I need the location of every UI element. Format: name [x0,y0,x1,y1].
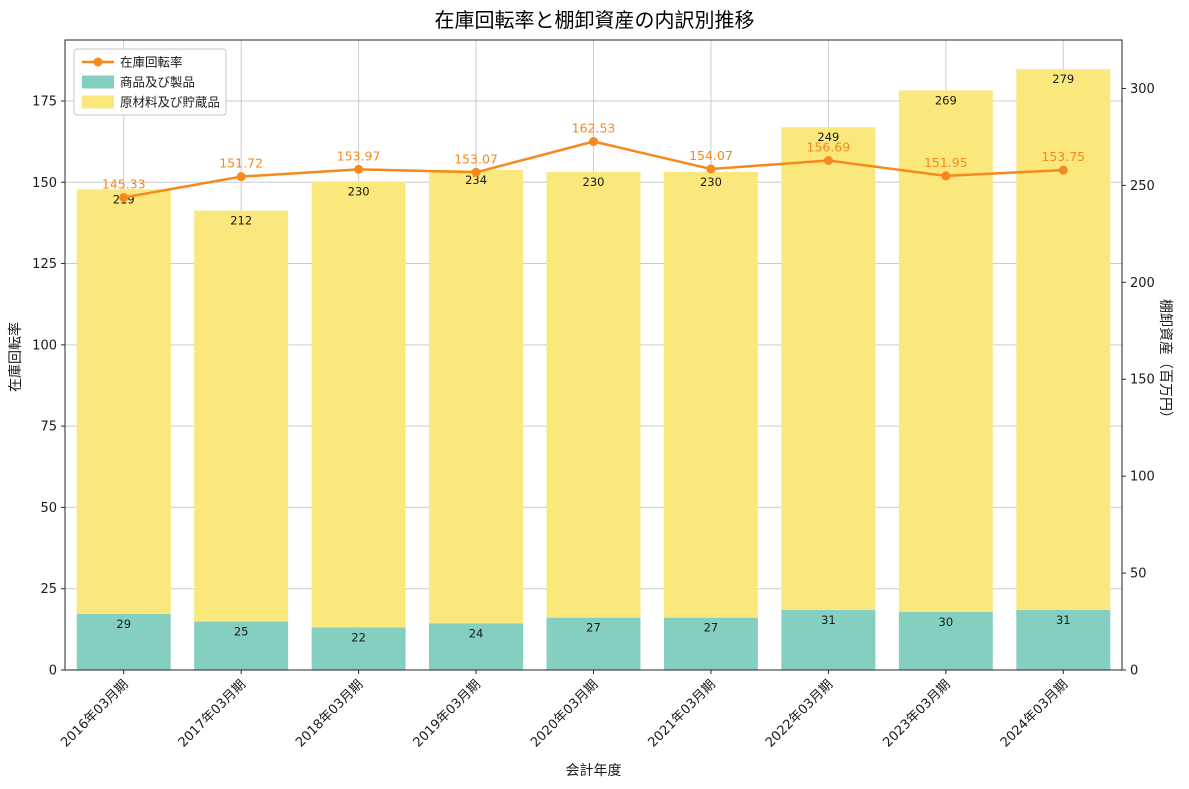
bar-segment-materials [311,181,406,628]
line-value-label: 154.07 [689,148,733,163]
bar-value-label: 24 [469,626,484,640]
left-y-axis-label: 在庫回転率 [8,322,24,392]
x-tick-label: 2018年03月期 [293,677,366,750]
left-tick-label: 150 [32,176,57,191]
legend-marker [93,57,103,67]
bar-segment-products [429,623,524,670]
right-y-axis-label: 棚卸資産（百万円） [1157,299,1173,425]
turnover-point [354,164,364,174]
x-tick-label: 2017年03月期 [176,677,249,750]
turnover-point [236,172,246,182]
bar-segment-products [663,617,758,670]
chart-title: 在庫回転率と棚卸資産の内訳別推移 [434,8,755,32]
line-value-label: 153.97 [337,148,381,163]
x-tick-label: 2024年03月期 [998,677,1071,750]
bar-segment-materials [781,127,876,610]
left-tick-label: 75 [40,420,57,435]
right-tick-label: 50 [1130,567,1147,582]
bar-value-label: 279 [1052,72,1074,86]
bar-segment-products [1016,609,1111,670]
bar-value-label: 230 [583,175,605,189]
bar-segment-products [898,611,993,670]
x-tick-label: 2016年03月期 [58,677,131,750]
x-tick-label: 2019年03月期 [411,677,484,750]
right-tick-label: 100 [1130,470,1155,485]
bar-value-label: 249 [817,130,839,144]
bar-segment-materials [429,169,524,624]
line-value-label: 153.07 [454,151,498,166]
line-value-label: 153.75 [1041,149,1085,164]
left-tick-label: 50 [40,501,57,516]
x-tick-label: 2022年03月期 [763,677,836,750]
right-tick-label: 150 [1130,373,1155,388]
bar-value-label: 22 [351,630,366,644]
bar-value-label: 27 [704,621,719,635]
legend-label: 原材料及び貯蔵品 [120,95,220,110]
bar-segment-products [546,617,641,670]
left-tick-label: 100 [32,338,57,353]
line-value-label: 145.33 [102,176,146,191]
turnover-point [941,171,951,181]
bar-value-label: 31 [1056,613,1071,627]
turnover-point [471,167,481,177]
line-value-label: 151.95 [924,155,968,170]
bar-value-label: 25 [234,625,249,639]
turnover-point [589,137,598,147]
bar-value-label: 230 [348,185,370,199]
right-tick-label: 250 [1130,179,1155,194]
turnover-point [1058,165,1068,175]
bar-segment-materials [663,171,758,618]
line-value-label: 151.72 [219,156,263,171]
right-tick-label: 300 [1130,82,1155,97]
left-tick-label: 175 [32,94,57,109]
left-tick-label: 0 [49,664,57,679]
bar-segment-products [781,609,876,670]
line-value-label: 162.53 [572,121,616,136]
right-tick-label: 0 [1130,664,1138,679]
bar-value-label: 269 [935,93,957,107]
turnover-point [823,156,833,166]
bar-value-label: 31 [821,613,836,627]
bar-segment-materials [76,189,171,614]
x-tick-label: 2023年03月期 [880,677,953,750]
bar-segment-materials [194,210,289,622]
left-tick-label: 125 [32,257,57,272]
bar-value-label: 27 [586,621,601,635]
bar-segment-products [194,621,289,670]
legend-swatch [82,75,114,89]
bar-value-label: 30 [939,615,954,629]
turnover-point [706,164,716,174]
bar-value-label: 234 [465,173,487,187]
line-value-label: 156.69 [807,140,851,155]
bar-segment-products [76,613,171,670]
turnover-point [119,192,129,202]
x-tick-label: 2020年03月期 [528,677,601,750]
bar-segment-products [311,627,406,670]
bar-value-label: 212 [230,214,252,228]
legend-swatch [82,95,114,109]
left-tick-label: 25 [40,582,57,597]
bar-value-label: 29 [116,617,131,631]
legend-label: 在庫回転率 [120,55,183,70]
bar-segment-materials [1016,69,1111,610]
legend-label: 商品及び製品 [120,75,195,90]
bar-segment-materials [546,171,641,618]
x-axis-label: 会計年度 [565,763,622,779]
right-tick-label: 200 [1130,276,1155,291]
bar-value-label: 230 [700,175,722,189]
x-tick-label: 2021年03月期 [645,677,718,750]
